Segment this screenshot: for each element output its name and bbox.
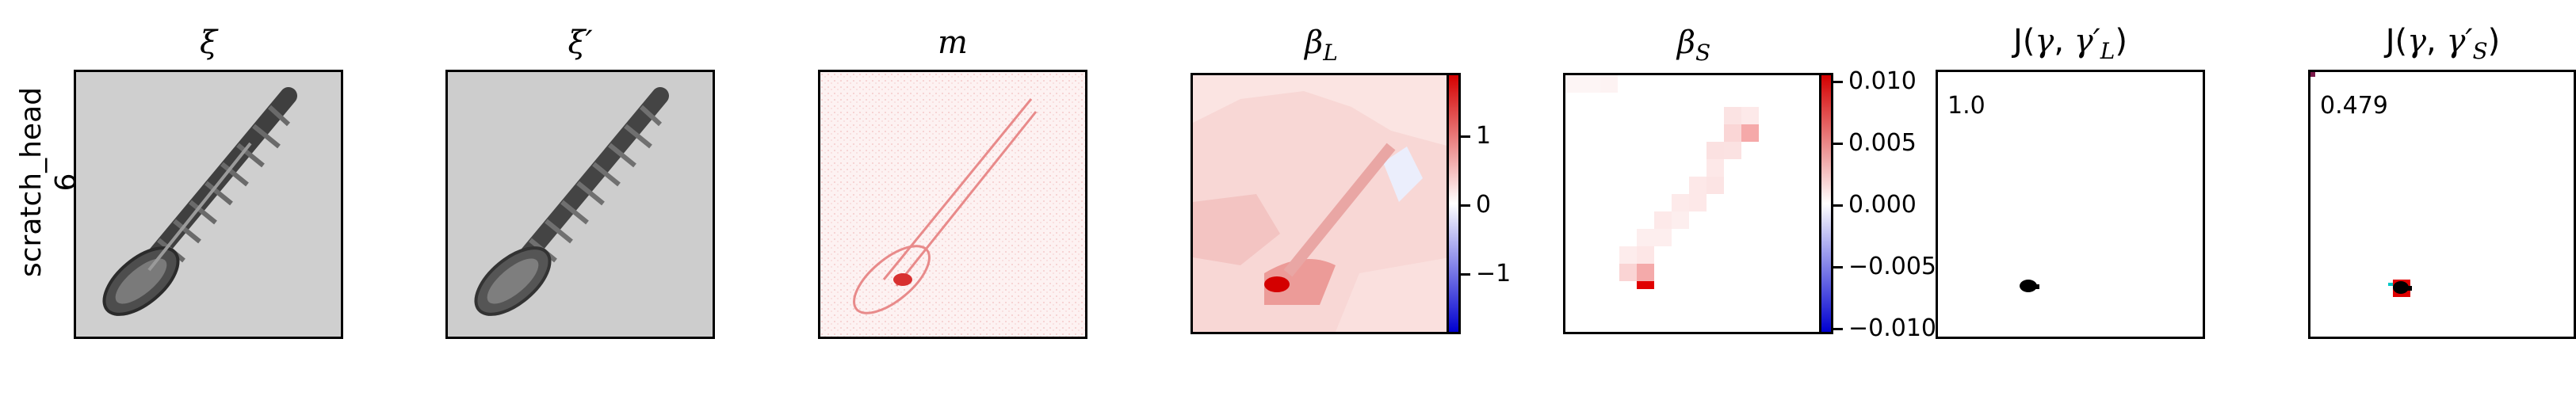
panel-beta-l-title: βL: [1191, 24, 1452, 72]
colorbar-s-label-0000: 0.000: [1848, 191, 1917, 219]
colorbar-s-tick-0005: [1833, 143, 1843, 145]
panel-xi-image: [74, 70, 343, 339]
colorbar-l: [1447, 73, 1461, 334]
colorbar-s-tick-neg0010: [1833, 328, 1843, 330]
colorbar-s-tick-0000: [1833, 204, 1843, 207]
row-label-name: scratch_head: [15, 87, 48, 278]
beta-l-heatmap: [1193, 75, 1450, 332]
panel-m-title-text: m: [938, 25, 968, 61]
panel-j-l-title: J(γ, γ′L): [1936, 22, 2205, 70]
colorbar-s-label-neg0010: −0.010: [1848, 314, 1937, 342]
j-l-sep: ,: [2054, 23, 2074, 59]
j-l-prefix: J(: [2013, 23, 2035, 59]
colorbar-s-label-0005: 0.005: [1848, 129, 1917, 157]
colorbar-l-tick-0: [1461, 204, 1470, 207]
j-s-gamma: γ: [2407, 23, 2427, 59]
panel-j-l-image: 1.0: [1936, 70, 2205, 339]
colorbar-l-tick-neg1: [1461, 273, 1470, 276]
screw-image: [76, 72, 341, 337]
panel-j-s-title: J(γ, γ′S): [2308, 22, 2576, 70]
colorbar-l-label-1: 1: [1476, 122, 1492, 150]
colorbar-s-tick-0010: [1833, 81, 1843, 83]
panel-beta-s-title: βS: [1563, 24, 1825, 72]
colorbar-l-label-neg1: −1: [1476, 260, 1512, 287]
j-l-gamma-prime: γ′: [2073, 23, 2100, 59]
colorbar-l-gradient: [1449, 75, 1458, 332]
j-l-subscript: L: [2100, 38, 2115, 64]
colorbar-l-tick-1: [1461, 135, 1470, 138]
panel-xi-prime-image: [445, 70, 715, 339]
difference-map: [820, 72, 1085, 337]
j-s-gamma-prime: γ′: [2446, 23, 2473, 59]
beta-l-subscript: L: [1323, 40, 1338, 66]
beta-s-symbol: β: [1676, 25, 1695, 61]
j-l-suffix: ): [2115, 23, 2127, 59]
j-l-score: 1.0: [1947, 92, 1986, 120]
colorbar-s: [1819, 73, 1833, 334]
beta-s-subscript: S: [1695, 40, 1711, 66]
panel-beta-s-image: [1563, 73, 1825, 334]
beta-l-symbol: β: [1305, 25, 1324, 61]
j-s-mask: [2310, 72, 2412, 297]
colorbar-s-gradient: [1821, 75, 1831, 332]
j-s-score: 0.479: [2320, 92, 2388, 120]
panel-xi-title-text: ξ: [199, 25, 218, 61]
panel-xi-title: ξ: [74, 24, 343, 62]
colorbar-l-label-0: 0: [1476, 191, 1492, 219]
j-s-prefix: J(: [2385, 23, 2408, 59]
j-s-suffix: ): [2487, 23, 2501, 59]
screw-image-reconstructed: [448, 72, 713, 337]
beta-s-heatmap: [1565, 75, 1822, 332]
panel-xi-prime-title-text: ξ′: [568, 25, 593, 61]
j-l-gamma: γ: [2035, 23, 2054, 59]
j-s-subscript: S: [2472, 38, 2488, 64]
panel-xi-prime-title: ξ′: [445, 24, 715, 62]
j-l-mask: [2020, 280, 2039, 292]
colorbar-s-label-neg0005: −0.005: [1848, 253, 1937, 280]
panel-j-s-image: 0.479: [2308, 70, 2576, 339]
panel-m-title: m: [818, 24, 1087, 62]
colorbar-s-label-0010: 0.010: [1848, 67, 1917, 95]
panel-beta-l-image: [1191, 73, 1452, 334]
j-s-sep: ,: [2426, 23, 2447, 59]
panel-m-image: [818, 70, 1087, 339]
colorbar-s-tick-neg0005: [1833, 266, 1843, 268]
